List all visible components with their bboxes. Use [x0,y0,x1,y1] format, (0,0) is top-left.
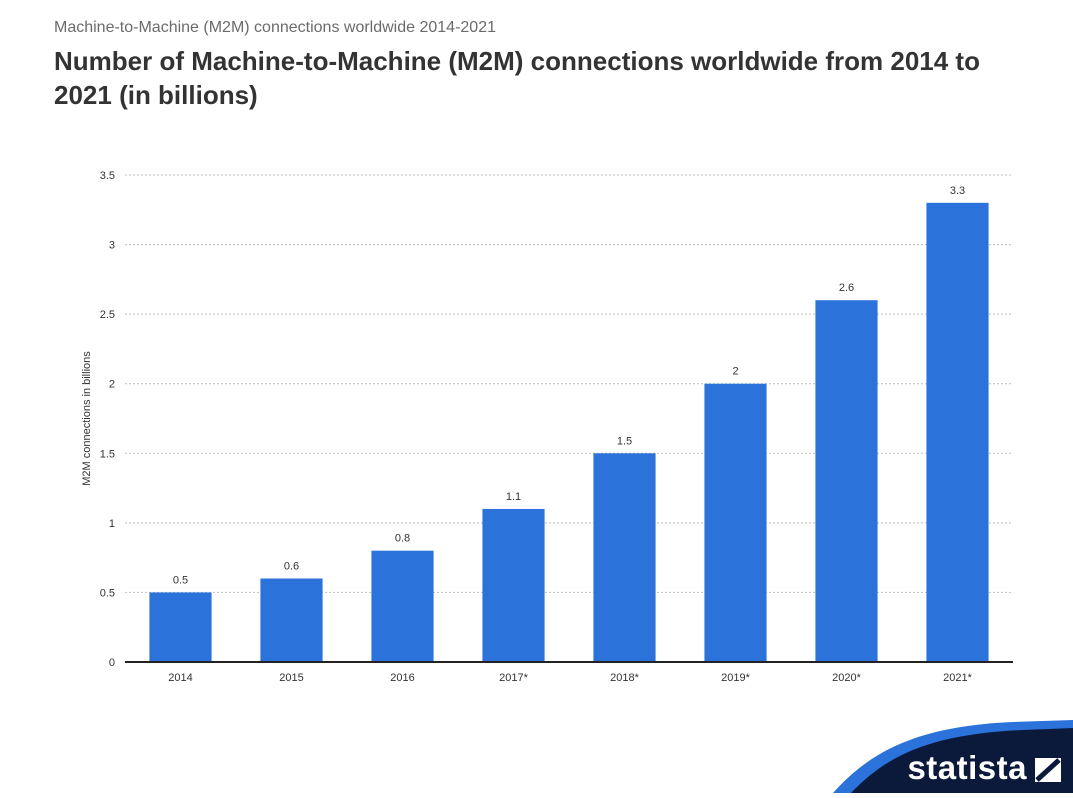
brand-name: statista [907,749,1027,786]
y-tick-label: 3 [109,240,115,252]
x-tick-label: 2017* [499,672,528,684]
statista-logo-icon [1035,758,1061,782]
y-tick-label: 1.5 [100,448,115,460]
bar[interactable] [926,202,989,663]
x-tick-label: 2016 [390,672,414,684]
bar[interactable] [482,508,545,662]
y-tick-label: 0.5 [100,587,115,599]
bar-value-label: 3.3 [950,185,965,197]
bar-value-label: 2 [732,366,738,378]
statista-brand[interactable]: statista [773,718,1073,793]
x-tick-label: 2020* [832,672,861,684]
y-tick-label: 2.5 [100,309,115,321]
bar-value-label: 1.1 [506,491,521,503]
bar[interactable] [149,592,212,662]
x-tick-label: 2019* [721,672,750,684]
x-tick-label: 2021* [943,672,972,684]
bar-value-label: 2.6 [839,282,854,294]
y-tick-label: 3.5 [100,170,115,182]
y-axis-title: M2M connections in billions [81,351,93,486]
bar[interactable] [260,578,323,662]
bar[interactable] [815,300,878,662]
bar-value-label: 1.5 [617,435,632,447]
bar-value-label: 0.8 [395,533,410,545]
y-tick-label: 0 [109,657,115,669]
x-tick-label: 2018* [610,672,639,684]
bar[interactable] [371,550,434,662]
y-tick-label: 1 [109,518,115,530]
gridlines [125,174,1013,593]
brand-swoosh [833,720,1073,793]
chart-subtitle: Machine-to-Machine (M2M) connections wor… [54,19,496,36]
chart-title: Number of Machine-to-Machine (M2M) conne… [54,46,980,110]
bar-value-label: 0.5 [173,574,188,586]
bar[interactable] [593,453,656,662]
y-tick-label: 2 [109,379,115,391]
x-tick-label: 2015 [279,672,303,684]
bars: 0.5 0.6 0.8 1.1 1.5 2 2.6 3.3 [149,185,989,663]
x-tick-label: 2014 [168,672,192,684]
bar[interactable] [704,383,767,662]
bar-value-label: 0.6 [284,561,299,573]
